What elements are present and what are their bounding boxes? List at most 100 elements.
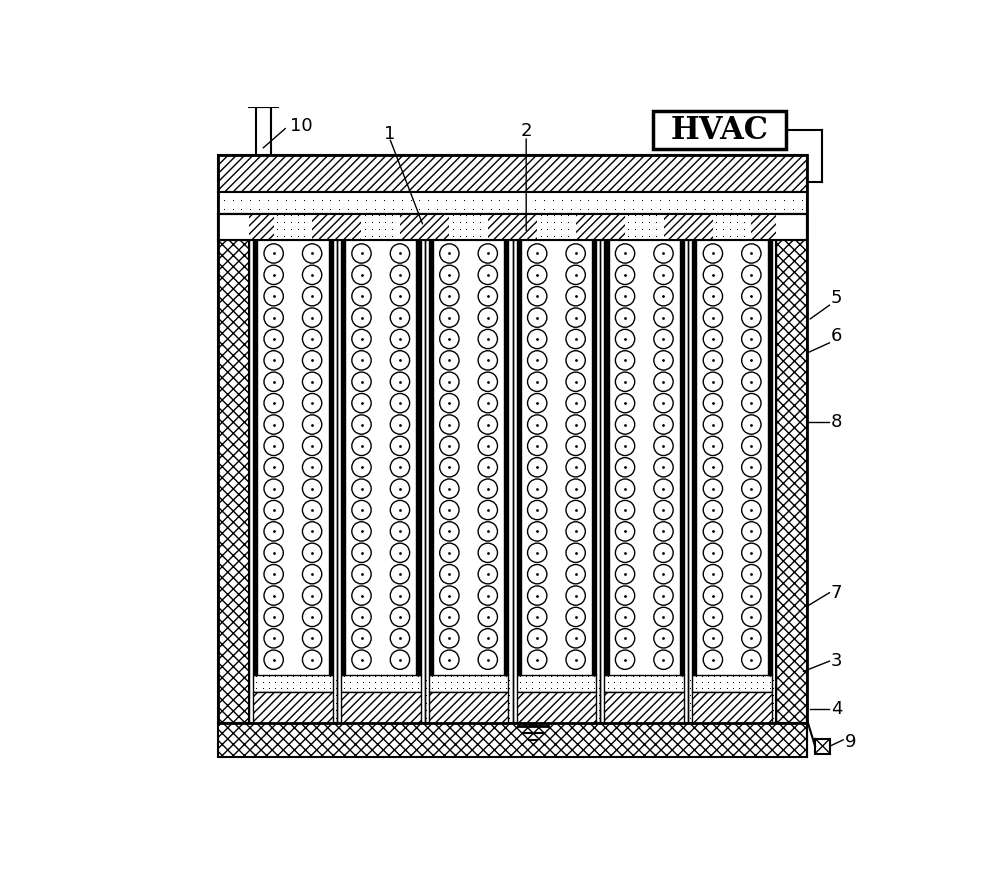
- Circle shape: [566, 286, 585, 306]
- Circle shape: [742, 501, 761, 520]
- Bar: [249, 240, 337, 675]
- Bar: [625, 214, 664, 240]
- Bar: [429, 692, 508, 723]
- Circle shape: [528, 308, 547, 327]
- Circle shape: [302, 372, 322, 391]
- Circle shape: [566, 372, 585, 391]
- Circle shape: [615, 286, 635, 306]
- Circle shape: [352, 372, 371, 391]
- Circle shape: [440, 522, 459, 541]
- Bar: [692, 675, 772, 692]
- Circle shape: [566, 394, 585, 412]
- Circle shape: [615, 650, 635, 669]
- Circle shape: [264, 479, 283, 499]
- Bar: [776, 240, 807, 723]
- Circle shape: [528, 501, 547, 520]
- Circle shape: [566, 501, 585, 520]
- Circle shape: [654, 436, 673, 455]
- Circle shape: [440, 458, 459, 477]
- Bar: [713, 214, 751, 240]
- Bar: [218, 240, 249, 723]
- Circle shape: [615, 543, 635, 563]
- Circle shape: [528, 265, 547, 284]
- Text: 2: 2: [520, 122, 532, 140]
- Circle shape: [302, 522, 322, 541]
- Circle shape: [352, 501, 371, 520]
- Bar: [274, 214, 312, 240]
- Circle shape: [302, 265, 322, 284]
- Circle shape: [264, 394, 283, 412]
- Circle shape: [654, 565, 673, 584]
- Circle shape: [264, 650, 283, 669]
- Circle shape: [302, 586, 322, 605]
- Circle shape: [440, 501, 459, 520]
- Bar: [341, 692, 421, 723]
- Bar: [604, 240, 609, 675]
- Text: 6: 6: [831, 327, 842, 345]
- Circle shape: [615, 372, 635, 391]
- Bar: [341, 240, 345, 675]
- Circle shape: [352, 479, 371, 499]
- Circle shape: [742, 607, 761, 627]
- Circle shape: [615, 436, 635, 455]
- Circle shape: [478, 543, 497, 563]
- Circle shape: [390, 607, 410, 627]
- Bar: [680, 240, 684, 675]
- Bar: [517, 675, 596, 692]
- Circle shape: [302, 329, 322, 348]
- Circle shape: [615, 351, 635, 370]
- Circle shape: [703, 458, 723, 477]
- Circle shape: [703, 308, 723, 327]
- Bar: [253, 240, 257, 675]
- Circle shape: [566, 436, 585, 455]
- Circle shape: [478, 436, 497, 455]
- Bar: [488, 214, 512, 240]
- Circle shape: [478, 286, 497, 306]
- Circle shape: [742, 458, 761, 477]
- Circle shape: [703, 629, 723, 648]
- Text: 1: 1: [384, 125, 395, 143]
- Bar: [751, 214, 776, 240]
- Circle shape: [390, 543, 410, 563]
- Bar: [776, 240, 807, 723]
- Circle shape: [478, 501, 497, 520]
- Circle shape: [654, 372, 673, 391]
- Circle shape: [703, 265, 723, 284]
- Circle shape: [615, 479, 635, 499]
- Circle shape: [390, 351, 410, 370]
- Bar: [692, 692, 772, 723]
- Circle shape: [478, 329, 497, 348]
- Circle shape: [703, 565, 723, 584]
- Circle shape: [566, 479, 585, 499]
- Circle shape: [440, 329, 459, 348]
- Circle shape: [352, 415, 371, 434]
- Circle shape: [440, 543, 459, 563]
- Bar: [253, 692, 333, 723]
- Bar: [249, 214, 274, 240]
- Bar: [429, 692, 508, 723]
- Text: 4: 4: [831, 700, 842, 718]
- Bar: [253, 675, 333, 692]
- Bar: [576, 214, 600, 240]
- Circle shape: [742, 629, 761, 648]
- Circle shape: [264, 629, 283, 648]
- Circle shape: [302, 415, 322, 434]
- Circle shape: [615, 244, 635, 263]
- Circle shape: [654, 607, 673, 627]
- Circle shape: [390, 415, 410, 434]
- Bar: [341, 692, 421, 723]
- Bar: [256, 107, 271, 155]
- Circle shape: [615, 394, 635, 412]
- Bar: [400, 214, 425, 240]
- Circle shape: [264, 458, 283, 477]
- Circle shape: [440, 607, 459, 627]
- Circle shape: [742, 436, 761, 455]
- Circle shape: [352, 650, 371, 669]
- Circle shape: [615, 586, 635, 605]
- Circle shape: [528, 286, 547, 306]
- Bar: [218, 723, 807, 757]
- Circle shape: [302, 607, 322, 627]
- Circle shape: [615, 565, 635, 584]
- Circle shape: [264, 586, 283, 605]
- Circle shape: [264, 351, 283, 370]
